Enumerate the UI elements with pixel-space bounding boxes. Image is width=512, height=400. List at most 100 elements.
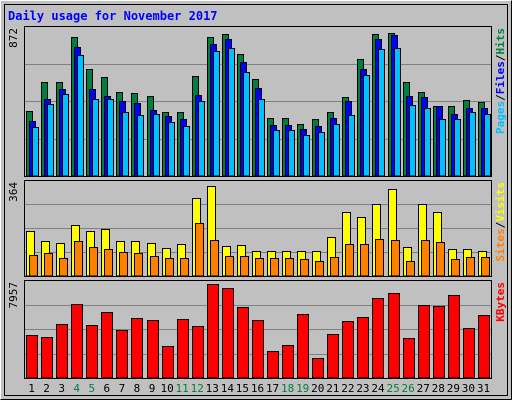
x-tick-label-7: 7 bbox=[119, 382, 126, 395]
sites-bar-sites-day-20 bbox=[315, 261, 324, 277]
x-tick-label-6: 6 bbox=[104, 382, 111, 395]
kbytes-bar-kbytes-day-19 bbox=[297, 314, 309, 379]
x-tick-label-18: 18 bbox=[281, 382, 294, 395]
x-tick-label-21: 21 bbox=[326, 382, 339, 395]
x-tick-label-10: 10 bbox=[160, 382, 173, 395]
sites-bar-sites-day-21 bbox=[330, 257, 339, 277]
kbytes-bar-kbytes-day-8 bbox=[131, 318, 143, 379]
x-tick-label-29: 29 bbox=[447, 382, 460, 395]
hits-bar-pages-day-1 bbox=[32, 127, 39, 177]
hits-bar-pages-day-27 bbox=[424, 108, 431, 177]
x-tick-label-12: 12 bbox=[191, 382, 204, 395]
hits-bar-pages-day-3 bbox=[62, 94, 69, 177]
kbytes-bar-kbytes-day-3 bbox=[56, 324, 68, 379]
x-tick-label-1: 1 bbox=[28, 382, 35, 395]
x-tick-label-27: 27 bbox=[417, 382, 430, 395]
sites-bar-sites-day-31 bbox=[481, 257, 490, 277]
x-tick-label-4: 4 bbox=[73, 382, 80, 395]
hits-bar-pages-day-21 bbox=[333, 124, 340, 177]
sites-bar-sites-day-15 bbox=[240, 256, 249, 277]
legend-separator: / bbox=[494, 54, 507, 61]
x-tick-label-30: 30 bbox=[462, 382, 475, 395]
hits-bar-pages-day-2 bbox=[47, 104, 54, 177]
sites-bar-sites-day-16 bbox=[255, 258, 264, 277]
sites-bar-sites-day-22 bbox=[345, 244, 354, 277]
sites-max-label: 364 bbox=[7, 182, 20, 202]
x-tick-label-11: 11 bbox=[176, 382, 189, 395]
hits-bar-pages-day-16 bbox=[258, 99, 265, 177]
kbytes-bar-kbytes-day-15 bbox=[237, 307, 249, 379]
x-tick-label-3: 3 bbox=[58, 382, 65, 395]
hits-bar-pages-day-4 bbox=[77, 55, 84, 177]
sites-bar-sites-day-17 bbox=[270, 258, 279, 277]
sites-bar-sites-day-10 bbox=[165, 258, 174, 277]
hits-bar-pages-day-5 bbox=[92, 99, 99, 177]
sites-bar-sites-day-18 bbox=[285, 258, 294, 277]
hits-bar-pages-day-13 bbox=[213, 51, 220, 177]
x-tick-label-20: 20 bbox=[311, 382, 324, 395]
hits-bar-pages-day-14 bbox=[228, 48, 235, 177]
kbytes-bar-kbytes-day-17 bbox=[267, 351, 279, 379]
frame-outline bbox=[4, 4, 508, 396]
hits-bar-pages-day-18 bbox=[288, 130, 295, 177]
legend-separator: / bbox=[494, 221, 507, 228]
sites-axis-legend: Sites/Visits bbox=[494, 182, 507, 262]
sites-bar-sites-day-23 bbox=[360, 244, 369, 277]
x-tick-label-23: 23 bbox=[356, 382, 369, 395]
kbytes-bar-kbytes-day-22 bbox=[342, 321, 354, 379]
kbytes-bar-kbytes-day-12 bbox=[192, 326, 204, 379]
kbytes-bar-kbytes-day-9 bbox=[147, 320, 159, 379]
legend-pages: Pages bbox=[494, 101, 507, 134]
kbytes-bar-kbytes-day-29 bbox=[448, 295, 460, 379]
hits-bar-pages-day-22 bbox=[348, 115, 355, 177]
hits-max-label: 872 bbox=[7, 28, 20, 48]
legend-files: Files bbox=[494, 61, 507, 94]
x-tick-label-19: 19 bbox=[296, 382, 309, 395]
hits-bar-pages-day-7 bbox=[122, 112, 129, 177]
kbytes-bar-kbytes-day-26 bbox=[403, 338, 415, 379]
x-tick-label-2: 2 bbox=[43, 382, 50, 395]
kbytes-bar-kbytes-day-5 bbox=[86, 325, 98, 379]
x-tick-label-26: 26 bbox=[402, 382, 415, 395]
hits-bar-pages-day-6 bbox=[107, 99, 114, 177]
x-tick-label-22: 22 bbox=[341, 382, 354, 395]
x-tick-label-14: 14 bbox=[221, 382, 235, 395]
kbytes-bar-kbytes-day-28 bbox=[433, 306, 445, 379]
kbytes-bar-kbytes-day-10 bbox=[162, 346, 174, 379]
kbytes-bar-kbytes-day-21 bbox=[327, 334, 339, 379]
x-tick-label-24: 24 bbox=[371, 382, 385, 395]
kbytes-bar-kbytes-day-2 bbox=[41, 337, 53, 379]
x-tick-label-16: 16 bbox=[251, 382, 264, 395]
kbytes-bar-kbytes-day-30 bbox=[463, 328, 475, 379]
kbytes-bar-kbytes-day-20 bbox=[312, 358, 324, 379]
hits-bar-pages-day-9 bbox=[153, 114, 160, 177]
sites-bar-sites-day-8 bbox=[134, 253, 143, 277]
hits-bar-pages-day-25 bbox=[394, 48, 401, 177]
x-tick-label-31: 31 bbox=[477, 382, 490, 395]
kbytes-bar-kbytes-day-24 bbox=[372, 298, 384, 379]
legend-separator: / bbox=[494, 94, 507, 101]
sites-bar-sites-day-30 bbox=[466, 257, 475, 277]
kbytes-bar-kbytes-day-18 bbox=[282, 345, 294, 379]
x-tick-label-13: 13 bbox=[206, 382, 219, 395]
sites-bar-sites-day-25 bbox=[391, 240, 400, 277]
hits-bar-pages-day-30 bbox=[469, 112, 476, 177]
sites-bar-sites-day-5 bbox=[89, 247, 98, 277]
kbytes-bar-kbytes-day-1 bbox=[26, 335, 38, 379]
kbytes-bar-kbytes-day-13 bbox=[207, 284, 219, 379]
kbytes-bar-kbytes-day-31 bbox=[478, 315, 490, 379]
sites-bar-sites-day-12 bbox=[195, 223, 204, 277]
hits-bar-pages-day-19 bbox=[303, 135, 310, 177]
x-tick-label-17: 17 bbox=[266, 382, 279, 395]
kbytes-bar-kbytes-day-16 bbox=[252, 320, 264, 379]
sites-bar-sites-day-24 bbox=[375, 239, 384, 277]
kbytes-bar-kbytes-day-7 bbox=[116, 330, 128, 379]
sites-bar-sites-day-3 bbox=[59, 258, 68, 277]
sites-bar-sites-day-1 bbox=[29, 255, 38, 277]
hits-bar-pages-day-28 bbox=[439, 119, 446, 177]
x-tick-label-25: 25 bbox=[386, 382, 399, 395]
hits-bar-pages-day-23 bbox=[363, 75, 370, 177]
hits-bar-pages-day-8 bbox=[137, 115, 144, 177]
sites-bar-sites-day-9 bbox=[150, 256, 159, 277]
